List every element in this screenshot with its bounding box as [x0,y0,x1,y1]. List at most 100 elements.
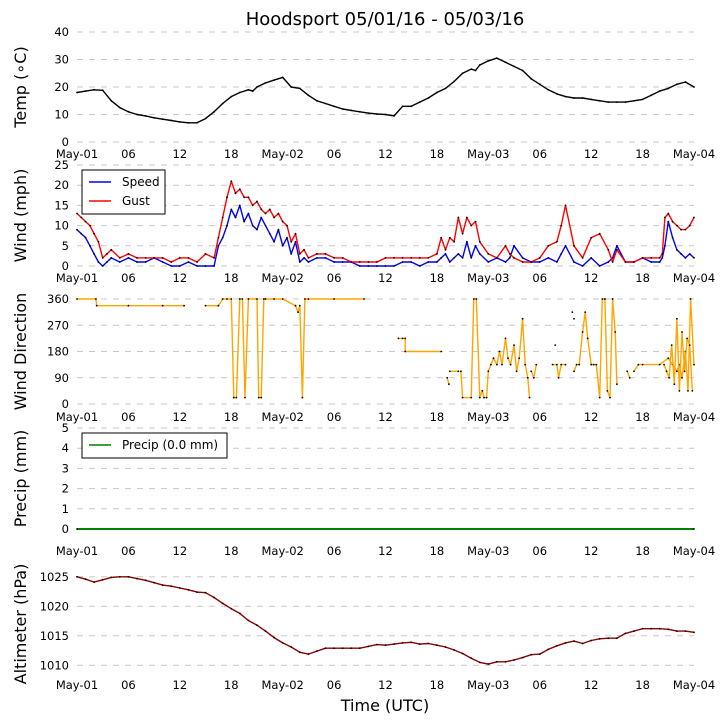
data-point [688,253,691,255]
data-point [204,265,207,267]
data-point [676,248,678,251]
data-point [264,298,267,300]
data-point [187,588,190,591]
data-point [530,370,533,373]
data-point [508,253,511,255]
legend-box [81,169,166,215]
data-point [118,575,121,578]
data-point [301,396,304,399]
data-point [118,261,121,263]
data-point [350,261,353,263]
data-point [616,383,618,386]
x-tick-label: 06 [532,678,547,692]
data-point [436,644,438,647]
data-point [161,118,164,121]
data-point [504,61,507,64]
x-tick-label: 06 [327,678,342,692]
data-point [650,257,653,259]
data-point [230,180,233,183]
data-point [384,257,387,259]
data-point [684,228,687,231]
data-point [106,261,108,263]
data-point [658,627,661,630]
data-point [470,257,473,259]
y-tick-label: 30 [54,53,69,67]
data-point [578,363,581,366]
data-point [581,97,584,99]
x-tick-label: 06 [327,271,342,285]
data-point [490,363,492,366]
data-point [453,257,455,259]
data-point [665,370,668,373]
data-point [76,298,78,300]
x-tick-label: May-02 [261,271,303,285]
data-point [196,265,198,267]
data-point [496,660,498,663]
data-point [501,363,503,366]
data-point [538,261,541,263]
data-point [670,344,673,346]
series-line-direction [604,298,614,399]
data-point [410,105,413,108]
data-point [217,236,220,239]
data-point [84,90,87,92]
data-point [307,257,310,259]
data-point [286,224,288,227]
data-point [358,647,361,650]
data-point [650,94,653,97]
data-point [217,244,220,247]
data-point [97,240,100,243]
data-point [524,363,527,366]
data-point [341,647,344,650]
data-point [664,216,666,219]
x-tick-label: 06 [532,271,547,285]
data-point [244,396,246,399]
x-tick-label: 18 [430,678,445,692]
data-point [384,644,387,647]
data-point [606,390,609,392]
data-point [581,331,584,333]
x-tick-label: 18 [224,544,239,558]
data-point [667,628,670,631]
y-axis-label: Temp (∘C) [11,46,30,128]
data-point [161,261,164,263]
series-line-direction [611,298,618,385]
data-point [238,204,241,207]
data-point [260,396,263,399]
data-point [144,115,147,117]
x-tick-label: 12 [173,544,188,558]
x-tick-label: 18 [224,410,239,424]
data-point [590,98,593,101]
data-point [307,653,310,655]
data-point [204,591,207,594]
data-point [601,298,604,300]
data-point [136,257,138,259]
data-point [478,64,481,66]
data-point [671,220,674,223]
data-point [448,261,451,263]
data-point [238,188,241,191]
data-point [560,253,563,255]
data-point [80,216,83,219]
data-point [667,87,670,90]
data-point [611,298,614,300]
data-point [526,376,529,379]
data-point [178,257,181,259]
data-point [496,257,498,259]
data-point [564,204,567,207]
data-point [106,253,108,255]
data-point [418,101,421,103]
x-tick-label: 06 [121,544,136,558]
data-point [535,363,538,366]
data-point [393,257,395,259]
data-point [384,265,387,267]
series-line-direction [205,298,365,399]
data-point [316,257,318,259]
data-point [564,244,567,247]
y-axis-label: Altimeter (hPa) [11,564,30,685]
data-point [564,642,567,644]
data-point [598,637,601,640]
data-point [474,220,477,223]
data-point [571,311,574,313]
